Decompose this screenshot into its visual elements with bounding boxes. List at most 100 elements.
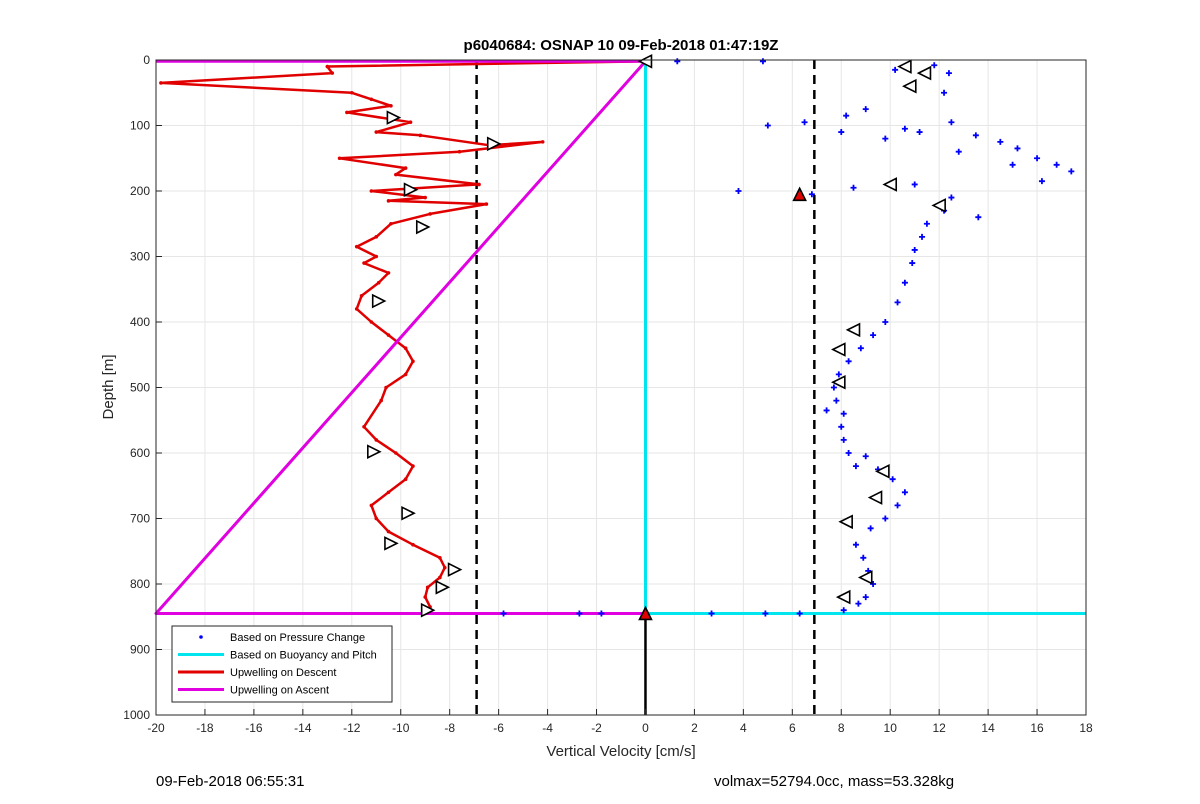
descent-point [159,81,163,85]
pressure-change-point [840,410,847,417]
pressure-change-point [843,112,850,119]
triangle-marker [420,602,436,618]
triangle-marker [435,579,451,595]
descent-point [386,333,391,337]
pressure-change-point [850,184,857,191]
pressure-change-point [882,515,889,522]
legend-swatch-points [199,635,203,639]
y-tick-label: 600 [130,446,150,460]
triangle-marker [637,54,653,69]
triangle-markers [367,54,946,621]
descent-point [376,280,381,285]
series-upwelling-on-descent [159,60,646,615]
pressure-change-point [796,610,803,617]
descent-point [394,172,398,177]
reference-lines [475,60,816,715]
pressure-change-point [870,332,877,339]
pressure-change-point [911,181,918,188]
pressure-change-point [576,610,583,617]
descent-point [374,235,379,239]
descent-point [403,166,408,170]
x-tick-label: -2 [591,721,602,735]
pressure-change-point [867,525,874,532]
pressure-change-point [931,62,938,69]
pressure-change-point [852,541,859,548]
pressure-change-point [1034,155,1041,162]
x-tick-label: 14 [981,721,995,735]
descent-point [379,398,383,403]
triangle-marker [867,490,883,505]
x-tick-label: -20 [147,721,165,735]
pressure-change-point [1038,178,1045,185]
y-tick-label: 400 [130,315,150,329]
pressure-change-point [830,384,837,391]
pressure-change-point [840,607,847,614]
x-tick-label: 18 [1079,721,1093,735]
pressure-change-point [862,453,869,460]
descent-point [423,595,428,599]
pressure-change-point [892,66,899,73]
pressure-change-point [901,489,908,496]
x-tick-label: 12 [932,721,946,735]
triangle-marker [838,514,853,530]
legend-label: Upwelling on Descent [230,667,336,679]
descent-point [325,64,330,69]
triangle-marker [415,219,431,235]
descent-point [359,294,364,298]
descent-point [408,120,413,125]
triangle-marker [831,374,846,390]
pressure-change-point [919,233,926,240]
pressure-change-point [882,319,889,325]
pressure-change-point [901,279,908,286]
x-tick-label: -16 [245,721,263,735]
pressure-change-point [674,58,681,65]
descent-point [403,346,408,351]
y-tick-label: 200 [130,184,150,198]
pressure-change-point [845,358,852,365]
pressure-change-point [1068,168,1075,175]
x-axis-label: Vertical Velocity [cm/s] [546,743,695,760]
footer-mass-info: volmax=52794.0cc, mass=53.328kg [714,773,955,790]
ticks: -20 -18 -16 -14 -12 -10 -8 -6 -4 -2 0 2 4 6 8 10 12 14 16 1… [123,53,1093,735]
descent-point [369,320,374,324]
descent-point [418,133,423,138]
triangle-marker [403,182,419,197]
y-axis-label: Depth [m] [100,354,117,419]
pressure-change-point [948,194,955,201]
triangle-marker [835,589,851,605]
legend-label: Upwelling on Ascent [230,685,329,697]
y-tick-label: 700 [130,512,150,526]
pressure-change-point [860,554,867,561]
x-tick-label: 2 [691,721,698,735]
pressure-change-point [997,138,1004,145]
x-tick-label: -12 [343,721,361,735]
descent-point [384,385,388,390]
descent-point [411,359,415,364]
chart-title: p6040684: OSNAP 10 09-Feb-2018 01:47:19Z [464,37,779,54]
triangle-marker [875,464,890,479]
series [154,58,1086,715]
triangle-marker [831,342,846,357]
triangle-marker [897,59,912,74]
pressure-change-point [759,58,766,65]
pressure-change-point [1014,145,1021,152]
pressure-change-point [840,436,847,443]
triangle-marker [857,570,873,585]
descent-point [403,477,408,482]
triangle-marker [902,78,917,94]
descent-point [484,202,489,206]
y-tick-label: 300 [130,250,150,264]
triangle-marker [882,177,898,192]
triangle-marker [386,110,402,125]
pressure-change-point [909,260,916,267]
pressure-change-point [838,423,845,430]
descent-point [438,575,442,580]
x-tick-label: -8 [444,721,455,735]
descent-point [389,221,393,226]
descent-point [337,156,342,161]
x-tick-label: 10 [884,721,898,735]
descent-point [457,149,462,154]
triangle-marker [486,136,502,152]
pressure-change-point [955,148,962,155]
